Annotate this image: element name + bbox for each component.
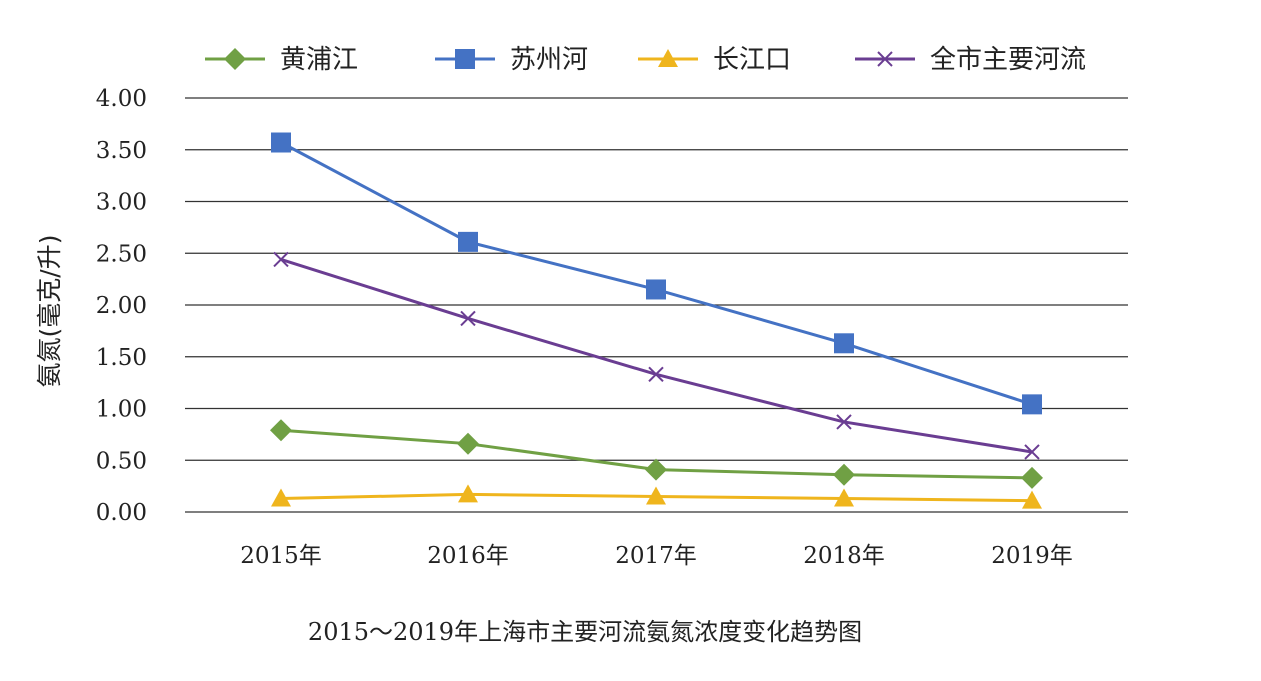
- x-tick-label: 2018年: [803, 543, 885, 569]
- data-point-square: [271, 132, 291, 153]
- chart-series: [270, 132, 1043, 509]
- data-point-square: [1022, 394, 1042, 415]
- y-tick-label: 0.50: [96, 448, 147, 474]
- data-point-square: [646, 279, 666, 300]
- data-point-x: [648, 366, 664, 383]
- series-triangle: [271, 484, 1042, 509]
- x-tick-label: 2017年: [615, 543, 697, 569]
- data-point-triangle: [271, 488, 291, 507]
- data-point-triangle: [834, 488, 854, 507]
- x-tick-label: 2019年: [991, 543, 1073, 569]
- y-tick-label: 0.00: [96, 500, 147, 526]
- data-point-diamond: [645, 458, 667, 481]
- chart-gridlines: [185, 97, 1128, 513]
- legend-label: 全市主要河流: [930, 45, 1086, 75]
- data-point-x: [273, 251, 289, 268]
- data-point-triangle: [1022, 490, 1042, 509]
- data-point-x: [460, 310, 476, 327]
- legend-label: 苏州河: [510, 45, 588, 75]
- data-point-square: [455, 49, 475, 69]
- legend-item: 全市主要河流: [855, 45, 1086, 75]
- series-line: [280, 141, 1033, 406]
- series-x: [273, 251, 1040, 460]
- data-point-x: [877, 51, 893, 67]
- legend-item: 长江口: [638, 45, 791, 75]
- legend-item: 苏州河: [435, 45, 588, 75]
- data-point-triangle: [646, 486, 666, 505]
- series-diamond: [270, 419, 1043, 489]
- data-point-triangle: [658, 49, 678, 67]
- legend-label: 长江口: [713, 45, 791, 75]
- data-point-x: [1024, 444, 1040, 460]
- data-point-triangle: [458, 484, 478, 503]
- y-tick-label: 2.50: [96, 241, 147, 267]
- data-point-diamond: [224, 48, 246, 70]
- y-tick-label: 4.00: [96, 86, 147, 112]
- data-point-diamond: [833, 463, 855, 486]
- y-tick-label: 1.50: [96, 345, 147, 371]
- y-axis-ticks: 0.00 0.50 1.00 1.50 2.00 2.50 3.00 3.50 4.00: [96, 86, 147, 526]
- y-axis-label: 氨氮(毫克/升): [35, 235, 64, 388]
- data-point-x: [836, 414, 852, 430]
- legend-item: 黄浦江: [205, 45, 358, 75]
- series-square: [271, 132, 1042, 415]
- y-tick-label: 3.00: [96, 190, 147, 216]
- data-point-diamond: [270, 419, 292, 442]
- chart-legend: 黄浦江 苏州河 长江口 全市主要河流: [205, 45, 1086, 75]
- x-tick-label: 2015年: [240, 543, 322, 569]
- y-tick-label: 1.00: [96, 397, 147, 423]
- data-point-square: [458, 231, 478, 252]
- x-tick-label: 2016年: [427, 543, 509, 569]
- y-tick-label: 2.00: [96, 293, 147, 319]
- data-point-square: [834, 333, 854, 354]
- y-tick-label: 3.50: [96, 138, 147, 164]
- x-axis-ticks: 2015年 2016年 2017年 2018年 2019年: [240, 543, 1073, 569]
- legend-label: 黄浦江: [280, 45, 358, 75]
- data-point-diamond: [457, 432, 479, 455]
- chart-title: 2015～2019年上海市主要河流氨氮浓度变化趋势图: [308, 618, 862, 646]
- data-point-diamond: [1021, 466, 1043, 489]
